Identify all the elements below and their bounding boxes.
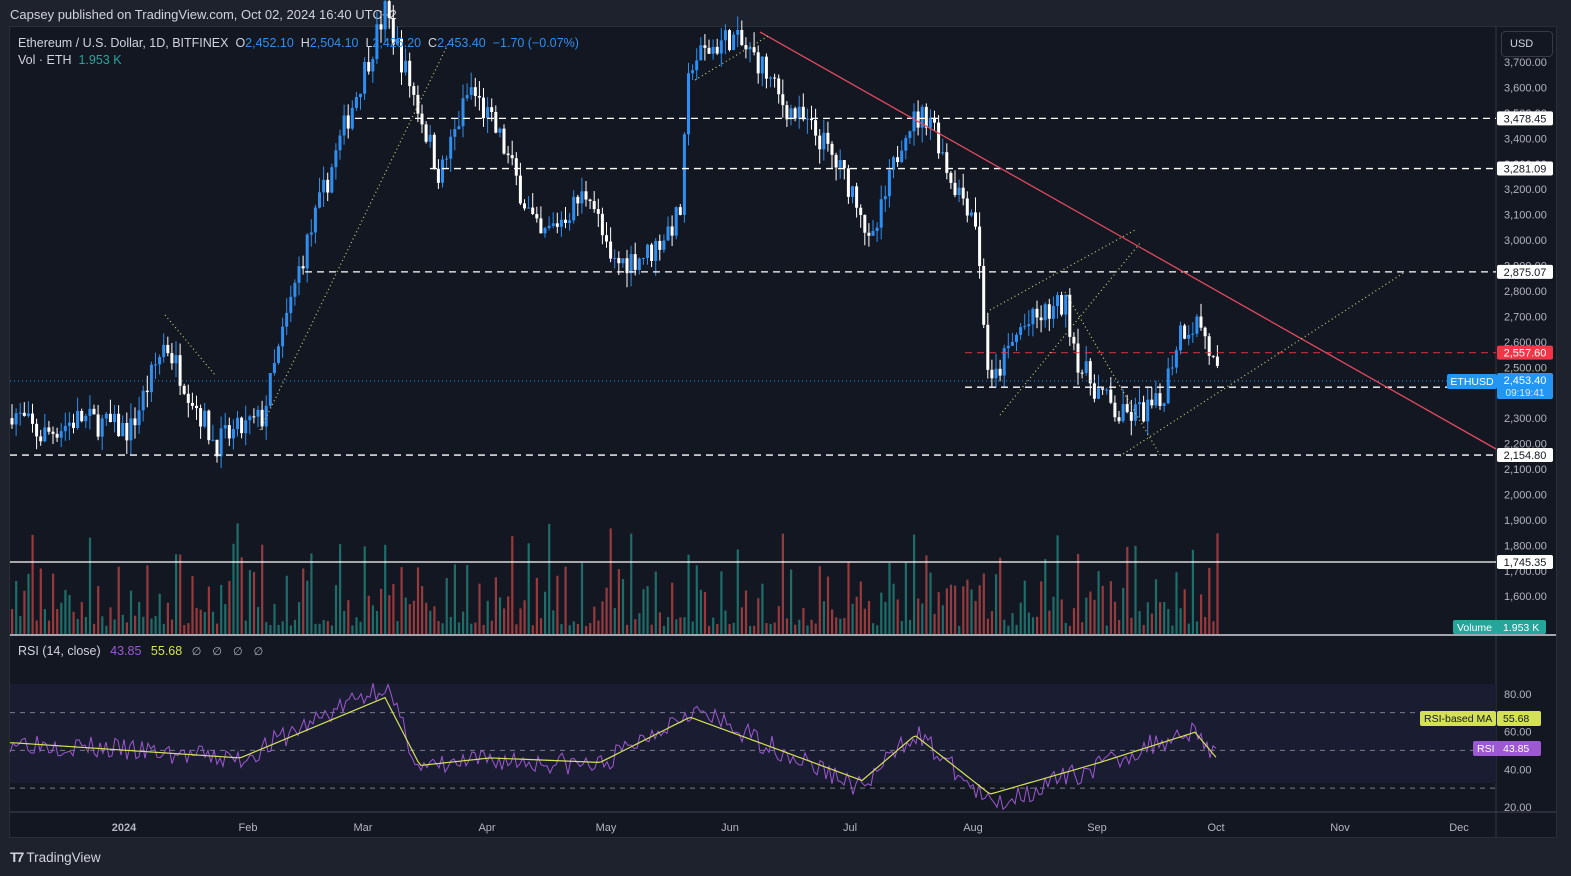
svg-text:RSI-based MA: RSI-based MA — [1424, 713, 1492, 725]
svg-text:2024: 2024 — [112, 822, 137, 834]
svg-text:55.68: 55.68 — [1503, 713, 1529, 725]
svg-text:Volume: Volume — [1457, 622, 1492, 634]
low-value: 2,425.20 — [372, 36, 422, 50]
svg-text:3,000.00: 3,000.00 — [1504, 235, 1547, 247]
svg-text:Dec: Dec — [1449, 822, 1469, 834]
svg-text:1,900.00: 1,900.00 — [1504, 515, 1547, 527]
svg-text:40.00: 40.00 — [1504, 764, 1532, 776]
svg-text:Aug: Aug — [963, 822, 983, 834]
svg-text:2,300.00: 2,300.00 — [1504, 413, 1547, 425]
change-value: −1.70 (−0.07%) — [492, 36, 579, 50]
tradingview-logo-icon: T7 — [10, 849, 24, 865]
svg-text:1,745.35: 1,745.35 — [1504, 557, 1547, 569]
svg-text:3,100.00: 3,100.00 — [1504, 210, 1547, 222]
svg-text:Feb: Feb — [239, 822, 258, 834]
svg-text:Nov: Nov — [1330, 822, 1350, 834]
svg-text:Mar: Mar — [354, 822, 373, 834]
svg-text:Oct: Oct — [1207, 822, 1224, 834]
svg-text:2,453.40: 2,453.40 — [1504, 375, 1547, 387]
rsi-ma-value: 55.68 — [150, 644, 183, 658]
svg-text:Sep: Sep — [1087, 822, 1107, 834]
svg-text:ETHUSD: ETHUSD — [1450, 376, 1494, 388]
svg-text:Jun: Jun — [721, 822, 739, 834]
volume-legend-value: 1.953 K — [78, 53, 122, 67]
svg-text:3,478.45: 3,478.45 — [1504, 113, 1547, 125]
svg-text:2,100.00: 2,100.00 — [1504, 464, 1547, 476]
svg-text:2,557.60: 2,557.60 — [1504, 348, 1547, 360]
svg-text:09:19:41: 09:19:41 — [1506, 388, 1545, 399]
svg-text:2,154.80: 2,154.80 — [1504, 450, 1547, 462]
rsi-value: 43.85 — [110, 644, 142, 658]
svg-text:3,200.00: 3,200.00 — [1504, 184, 1547, 196]
high-value: 2,504.10 — [309, 36, 359, 50]
rsi-na-values: ∅ ∅ ∅ ∅ — [191, 646, 268, 658]
close-value: 2,453.40 — [437, 36, 486, 50]
svg-text:3,400.00: 3,400.00 — [1504, 133, 1547, 145]
svg-text:43.85: 43.85 — [1503, 743, 1529, 755]
svg-text:RSI: RSI — [1477, 743, 1495, 755]
svg-text:2,875.07: 2,875.07 — [1504, 267, 1547, 279]
svg-text:3,700.00: 3,700.00 — [1504, 57, 1547, 69]
svg-text:May: May — [596, 822, 617, 834]
candles — [10, 0, 1219, 469]
rsi-title[interactable]: RSI (14, close) — [18, 644, 101, 658]
svg-text:20.00: 20.00 — [1504, 802, 1532, 814]
svg-text:3,281.09: 3,281.09 — [1504, 164, 1547, 176]
symbol-title[interactable]: Ethereum / U.S. Dollar, 1D, BITFINEX — [18, 36, 229, 50]
svg-text:2,000.00: 2,000.00 — [1504, 489, 1547, 501]
svg-text:1,600.00: 1,600.00 — [1504, 591, 1547, 603]
svg-text:1.953 K: 1.953 K — [1503, 622, 1539, 634]
price-legend: Ethereum / U.S. Dollar, 1D, BITFINEX O2,… — [18, 36, 579, 67]
rsi-legend: RSI (14, close) 43.85 55.68 ∅ ∅ ∅ ∅ — [18, 644, 267, 658]
svg-text:2,800.00: 2,800.00 — [1504, 286, 1547, 298]
svg-text:2,500.00: 2,500.00 — [1504, 362, 1547, 374]
open-value: 2,452.10 — [245, 36, 294, 50]
svg-text:Apr: Apr — [478, 822, 495, 834]
tradingview-logo: T7 TradingView — [10, 849, 101, 865]
svg-text:1,800.00: 1,800.00 — [1504, 540, 1547, 552]
publisher-line: Capsey published on TradingView.com, Oct… — [10, 7, 397, 22]
svg-text:Jul: Jul — [843, 822, 857, 834]
volume-legend-label[interactable]: Vol · ETH — [18, 53, 72, 67]
currency-button[interactable]: USD — [1501, 31, 1553, 57]
svg-text:60.00: 60.00 — [1504, 727, 1532, 739]
svg-text:3,600.00: 3,600.00 — [1504, 82, 1547, 94]
svg-text:80.00: 80.00 — [1504, 689, 1532, 701]
svg-text:2,700.00: 2,700.00 — [1504, 311, 1547, 323]
svg-text:2,200.00: 2,200.00 — [1504, 439, 1547, 451]
